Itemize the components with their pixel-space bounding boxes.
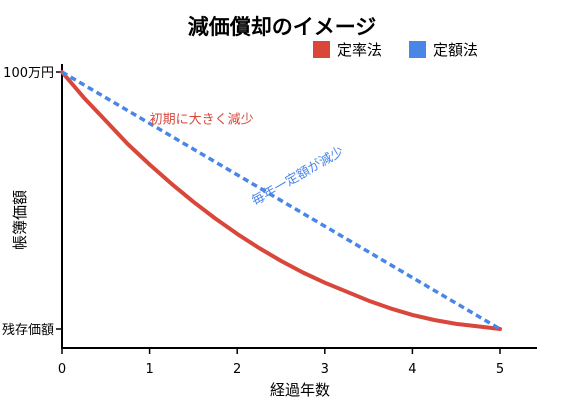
legend-swatch-straight <box>409 41 426 58</box>
x-axis-label: 経過年数 <box>270 381 330 399</box>
legend-label-declining: 定率法 <box>337 41 382 59</box>
series-line-straight-line <box>61 70 501 331</box>
axes <box>61 64 537 349</box>
x-tick-label: 2 <box>233 362 241 377</box>
x-tick-label: 3 <box>321 362 329 377</box>
legend: 定率法 定額法 <box>313 41 478 59</box>
x-tick-label: 5 <box>496 362 504 377</box>
y-axis-label: 帳簿価額 <box>11 190 29 250</box>
y-tick-label: 100万円 <box>3 66 54 81</box>
x-tick-label: 1 <box>145 362 153 377</box>
series-layer <box>60 70 502 331</box>
x-tick-label: 4 <box>408 362 416 377</box>
legend-label-straight: 定額法 <box>433 41 478 59</box>
y-tick-label: 残存価額 <box>2 323 54 338</box>
series-line-declining-balance <box>60 70 502 331</box>
annotation-label: 毎年一定額が減少 <box>249 143 347 209</box>
annotation-label: 初期に大きく減少 <box>150 111 254 127</box>
legend-swatch-declining <box>313 41 330 58</box>
chart-title: 減価償却のイメージ <box>188 15 377 39</box>
x-tick-label: 0 <box>58 362 66 377</box>
x-ticks: 0 1 2 3 4 5 <box>58 348 504 377</box>
